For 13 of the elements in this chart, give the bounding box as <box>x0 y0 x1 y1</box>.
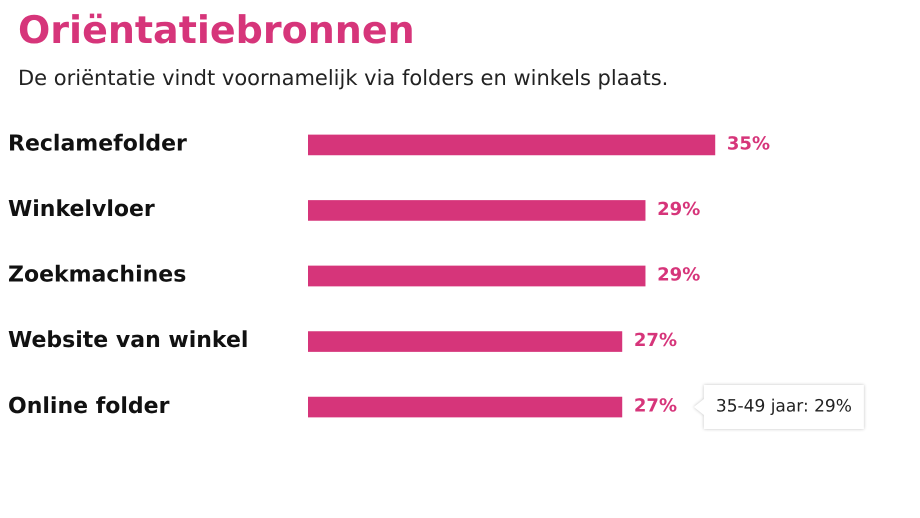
data-label: 35% <box>726 134 770 155</box>
y-tick-label: Online folder <box>8 394 170 419</box>
data-label: 27% <box>634 330 677 352</box>
chart-title: Oriëntatiebronnen <box>18 8 416 52</box>
chart-subtitle: De oriëntatie vindt voornamelijk via folders en winkels plaats. <box>18 66 670 90</box>
y-tick-label: Reclamefolder <box>8 132 188 157</box>
y-tick-label: Zoekmachines <box>8 262 186 288</box>
y-tick-label: Website van winkel <box>8 328 248 354</box>
data-label: 29% <box>657 199 700 220</box>
text: 35-49 jaar: 29% <box>716 396 852 416</box>
y-tick-label: Winkelvloer <box>8 197 155 222</box>
data-label: 29% <box>657 264 700 286</box>
data-label: 27% <box>634 396 677 417</box>
